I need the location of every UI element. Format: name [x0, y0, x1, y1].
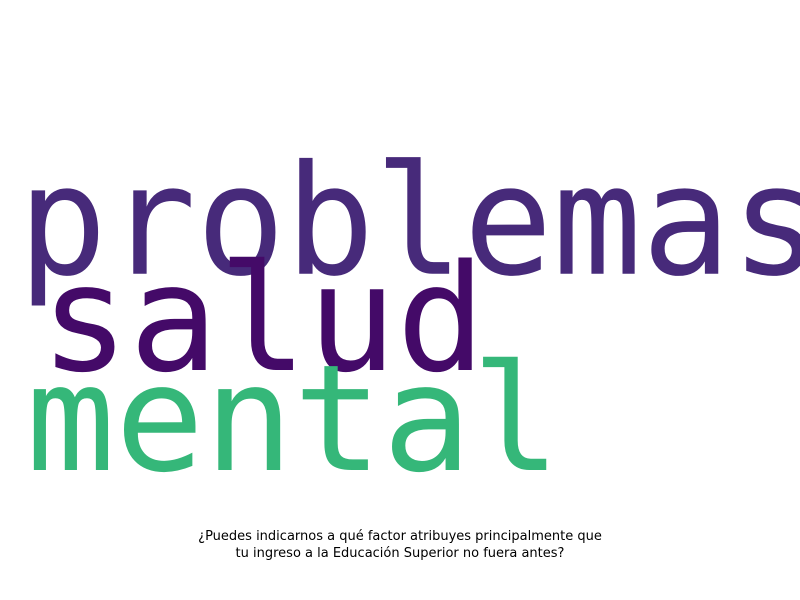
caption-line-2: tu ingreso a la Educación Superior no fu…: [235, 546, 565, 561]
word-mental: mental: [26, 333, 561, 505]
word-salud: salud: [40, 233, 486, 405]
figure-caption: ¿Puedes indicarnos a qué factor atribuye…: [0, 528, 800, 562]
word-problemas: problemas: [18, 132, 800, 310]
caption-line-1: ¿Puedes indicarnos a qué factor atribuye…: [198, 529, 602, 544]
